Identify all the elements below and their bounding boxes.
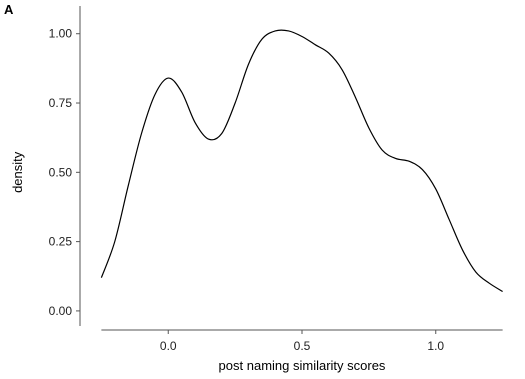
y-tick-label: 0.50 [49, 165, 73, 179]
y-axis-title: density [10, 151, 25, 193]
series-layer [100, 29, 503, 293]
y-tick-label: 0.25 [49, 235, 73, 249]
x-tick-label: 0.0 [160, 339, 177, 353]
y-tick-label: 1.00 [49, 27, 73, 41]
x-axis-title: post naming similarity scores [219, 358, 386, 373]
x-axis-ticks: 0.0 0.5 1.0 [160, 330, 444, 353]
x-tick-label: 1.0 [427, 339, 444, 353]
panel-label: A [4, 2, 14, 17]
y-tick-label: 0.75 [49, 96, 73, 110]
density-line [100, 29, 503, 293]
x-tick-label: 0.5 [294, 339, 311, 353]
y-axis-ticks: 0.00 0.25 0.50 0.75 1.00 [49, 27, 80, 318]
y-tick-label: 0.00 [49, 304, 73, 318]
